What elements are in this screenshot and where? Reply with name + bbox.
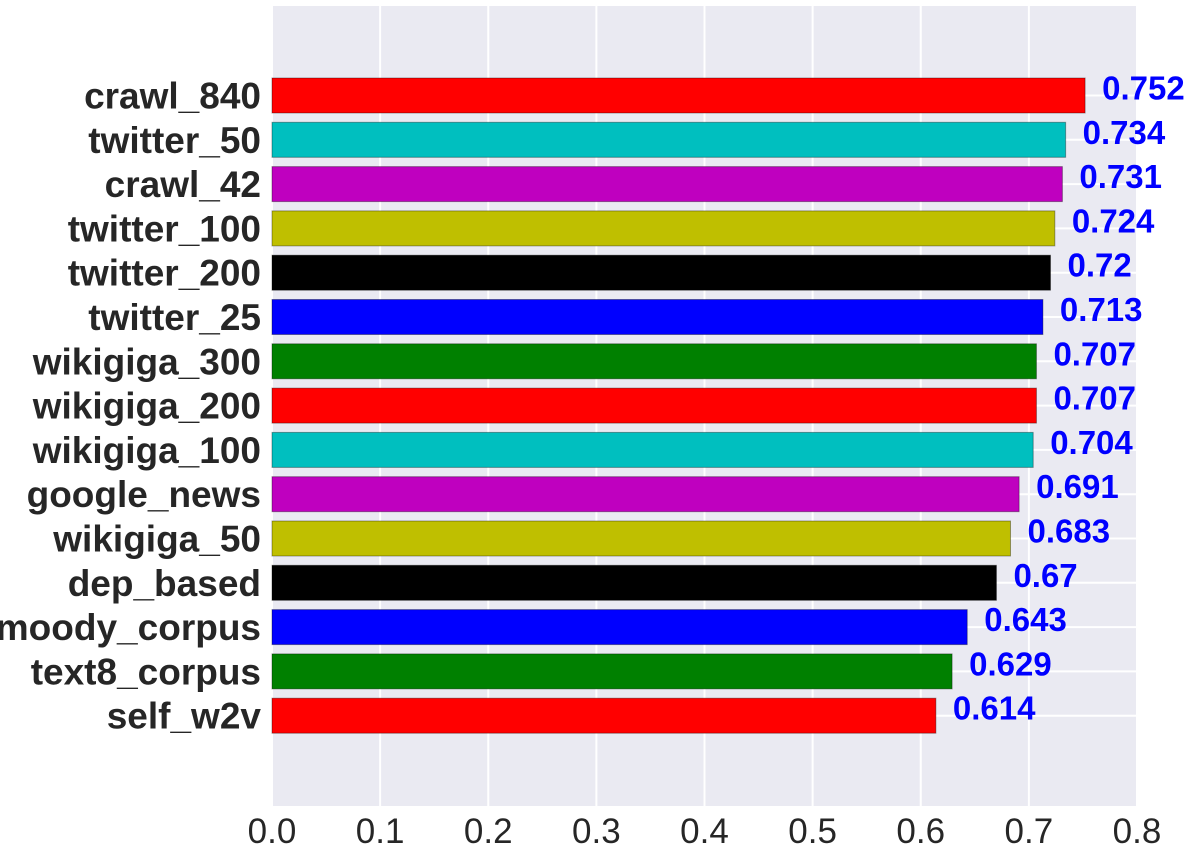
category-label: moody_corpus [0,607,261,648]
value-label: 0.614 [953,690,1036,727]
value-label: 0.67 [1013,557,1077,594]
value-label: 0.629 [969,645,1052,682]
category-label: crawl_42 [105,164,261,205]
x-tick-label: 0.2 [464,812,513,851]
value-labels: 0.752 0.734 0.731 0.724 0.72 0.713 0.707 0.707 0… [953,70,1185,727]
category-label: wikigiga_200 [32,386,261,427]
bar-twitter_50 [271,121,1067,158]
value-label: 0.707 [1053,335,1136,372]
x-tick-label: 0.8 [1113,812,1162,851]
category-label: twitter_25 [88,297,261,338]
category-labels: crawl_840twitter_50crawl_42twitter_100tw… [0,76,261,737]
x-tick-label: 0.5 [788,812,837,851]
value-label: 0.691 [1036,468,1119,505]
bar-wikigiga_200 [271,387,1037,424]
bar-google_news [271,476,1020,513]
category-label: wikigiga_50 [52,519,261,560]
value-label: 0.643 [984,601,1067,638]
bar-twitter_25 [271,299,1044,335]
category-label: self_w2v [107,696,262,737]
category-label: dep_based [68,563,261,604]
category-label: crawl_840 [84,76,261,117]
value-label: 0.683 [1027,513,1110,550]
x-tick-label: 0.0 [248,812,297,851]
value-label: 0.752 [1102,70,1185,107]
category-label: text8_corpus [31,651,261,692]
bar-twitter_200 [271,254,1051,291]
x-tick-label: 0.3 [572,812,621,851]
value-label: 0.713 [1060,291,1143,328]
x-tick-label: 0.4 [680,812,729,851]
category-label: twitter_200 [68,253,261,294]
bar-moody_corpus [271,609,968,646]
value-label: 0.72 [1068,247,1132,284]
category-label: twitter_100 [68,208,261,249]
x-tick-label: 0.7 [1005,812,1054,851]
value-label: 0.704 [1050,424,1133,461]
x-axis-ticks: 0.0 0.1 0.2 0.3 0.4 0.5 0.6 0.7 0.8 [248,812,1162,851]
bar-crawl_840 [271,77,1086,114]
bars [271,77,1086,734]
bar-wikigiga_300 [271,343,1037,380]
category-label: google_news [27,474,261,515]
category-label: wikigiga_300 [32,341,261,382]
bar-text8_corpus [271,653,953,690]
bar-wikigiga_100 [271,431,1034,468]
category-label: wikigiga_100 [32,430,261,471]
value-label: 0.707 [1053,380,1136,417]
bar-crawl_42 [271,166,1063,203]
category-label: twitter_50 [88,120,261,161]
bar-twitter_100 [271,210,1056,247]
bar-self_w2v [271,697,937,734]
x-tick-label: 0.1 [356,812,405,851]
value-label: 0.734 [1083,114,1166,151]
bar-dep_based [271,564,997,601]
value-label: 0.724 [1072,202,1155,239]
value-label: 0.731 [1079,158,1162,195]
x-tick-label: 0.6 [896,812,945,851]
bar-wikigiga_50 [271,520,1011,557]
